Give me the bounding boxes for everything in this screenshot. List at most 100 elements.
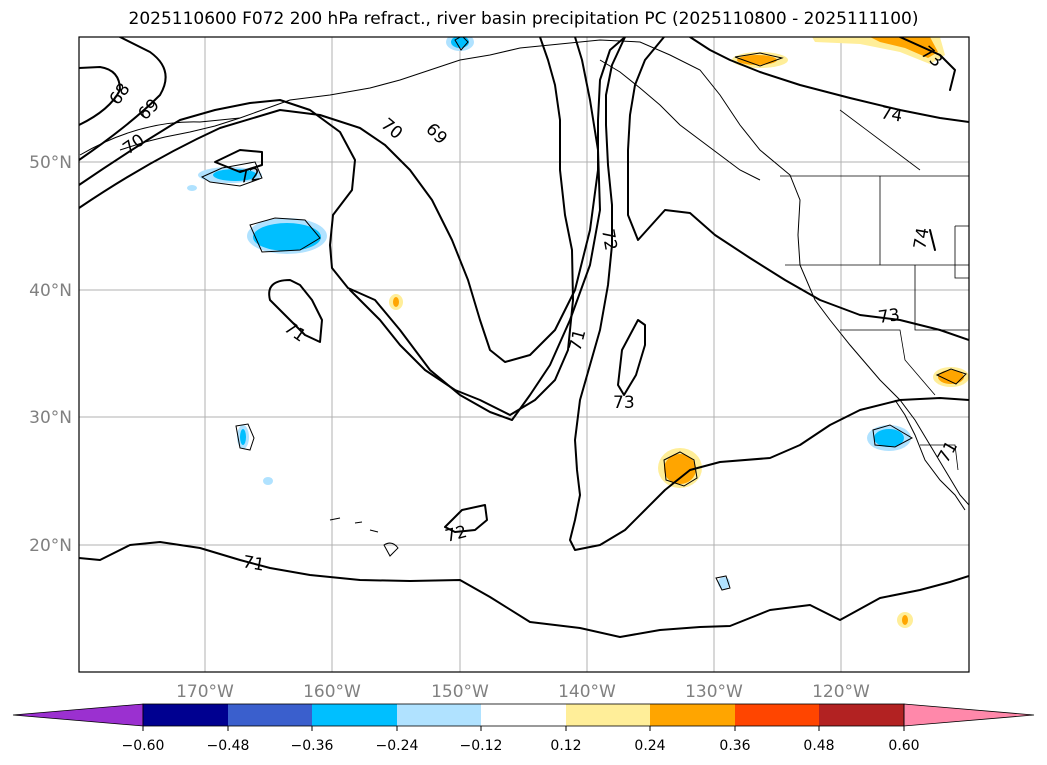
contour-label: 69 [134, 95, 163, 124]
contour-label: 69 [421, 119, 450, 148]
precip-outline [872, 424, 914, 448]
colorbar-tick-label: −0.12 [460, 738, 503, 754]
plot-frame [78, 36, 970, 673]
lon-label-150w: 150°W [431, 682, 489, 702]
gridlines [79, 37, 969, 672]
colorbar-tick-label: −0.48 [207, 738, 250, 754]
contour-71-south [79, 541, 969, 638]
contour-label: 74 [910, 226, 933, 251]
lon-label-160w: 160°W [303, 682, 361, 702]
contour-70 [79, 37, 601, 421]
hawaiian-islands [329, 517, 399, 557]
north-america-coastline [79, 39, 969, 506]
contour-label: 74 [879, 103, 904, 126]
precip-anomaly-blue [240, 429, 246, 445]
refractivity-contours [79, 37, 969, 638]
colorbar-tick-label: 0.36 [719, 738, 750, 754]
alaska-panhandle-coast [599, 59, 761, 181]
colorbar-tick-label: 0.60 [888, 738, 919, 754]
precip-anomaly-orange [664, 454, 696, 484]
contour-71-loop [349, 37, 574, 416]
colorbar-extend-high [903, 703, 1035, 727]
contour-label: 71 [280, 318, 309, 347]
colorbar-segment [143, 704, 228, 726]
province-border [839, 109, 921, 171]
precip-anomaly-orange [902, 615, 908, 625]
lat-label-40n: 40°N [29, 281, 72, 301]
island [715, 575, 731, 591]
colorbar-segment [650, 704, 735, 726]
state-border [840, 329, 936, 396]
colorbar-tick-label: 0.12 [550, 738, 581, 754]
contour-73-small [617, 319, 646, 396]
contour-labels: 68 69 70 72 70 69 74 72 71 73 73 71 72 7… [106, 43, 962, 576]
state-border [954, 225, 969, 279]
lat-label-30n: 30°N [29, 408, 72, 428]
island [235, 423, 255, 451]
contour-label: 73 [613, 393, 635, 413]
precip-outline [734, 52, 784, 67]
colorbar-tick-label: −0.60 [122, 738, 165, 754]
precip-anomaly-orange [870, 37, 938, 58]
contour-74-short [929, 229, 936, 251]
precip-shading [187, 37, 969, 628]
colorbar-segment [481, 704, 566, 726]
contour-72-small [444, 504, 488, 533]
precip-anomaly-blue [213, 169, 257, 181]
lon-label-120w: 120°W [812, 682, 870, 702]
colorbar-segment [819, 704, 904, 726]
contour-label: 73 [877, 305, 901, 328]
contour-label: 71 [241, 552, 266, 575]
contour-label: 72 [237, 164, 262, 187]
precip-anomaly-blue [451, 37, 469, 48]
contour-72-small-nw [214, 149, 263, 173]
contour-label: 72 [443, 522, 469, 547]
colorbar-tick-label: −0.24 [376, 738, 419, 754]
precip-anomaly-orange [938, 370, 964, 384]
contour-label: 70 [377, 115, 406, 144]
lon-label-140w: 140°W [558, 682, 616, 702]
colorbar-outline [142, 703, 905, 727]
colorbar-segment [566, 704, 650, 726]
latitude-labels: 50°N 40°N 30°N 20°N [29, 153, 72, 556]
precip-outline [200, 161, 263, 187]
lat-label-50n: 50°N [29, 153, 72, 173]
state-border [914, 265, 969, 331]
precip-outline [249, 217, 321, 253]
baja-california-coastline [894, 399, 966, 511]
contour-69 [79, 37, 626, 363]
precip-outline [663, 451, 698, 487]
coastlines [79, 37, 969, 591]
contour-label: 72 [597, 227, 620, 252]
precip-anomaly-light-blue [263, 477, 273, 485]
precip-anomaly-blue [253, 223, 321, 251]
precip-anomaly-light-blue [187, 185, 197, 191]
colorbar-segment [228, 704, 312, 726]
colorbar: −0.60 −0.48 −0.36 −0.24 −0.12 0.12 0.24 … [12, 703, 1035, 754]
contour-69-west [79, 37, 167, 161]
contour-label: 71 [934, 438, 962, 467]
longitude-labels: 170°W 160°W 150°W 140°W 130°W 120°W [176, 682, 870, 702]
lat-label-20n: 20°N [29, 536, 72, 556]
precip-outline [935, 368, 967, 385]
precip-anomaly-orange [393, 297, 399, 307]
colorbar-tick-label: −0.36 [291, 738, 334, 754]
precip-anomaly-orange [737, 55, 777, 65]
lon-label-170w: 170°W [176, 682, 234, 702]
colorbar-tick-label: 0.48 [803, 738, 834, 754]
contour-73-ne [899, 37, 956, 91]
colorbar-segment [735, 704, 819, 726]
contour-74 [689, 37, 969, 123]
contour-73 [627, 37, 969, 341]
colorbar-ticks [142, 726, 905, 731]
colorbar-segment [312, 704, 397, 726]
contour-72 [569, 37, 969, 551]
contour-71-small [268, 279, 323, 343]
colorbar-tick-label: 0.24 [634, 738, 665, 754]
colorbar-extend-low [12, 703, 144, 727]
state-border [920, 444, 959, 471]
map-title: 2025110600 F072 200 hPa refract., river … [128, 9, 919, 29]
precip-anomaly-blue [874, 429, 904, 447]
lon-label-130w: 130°W [685, 682, 743, 702]
